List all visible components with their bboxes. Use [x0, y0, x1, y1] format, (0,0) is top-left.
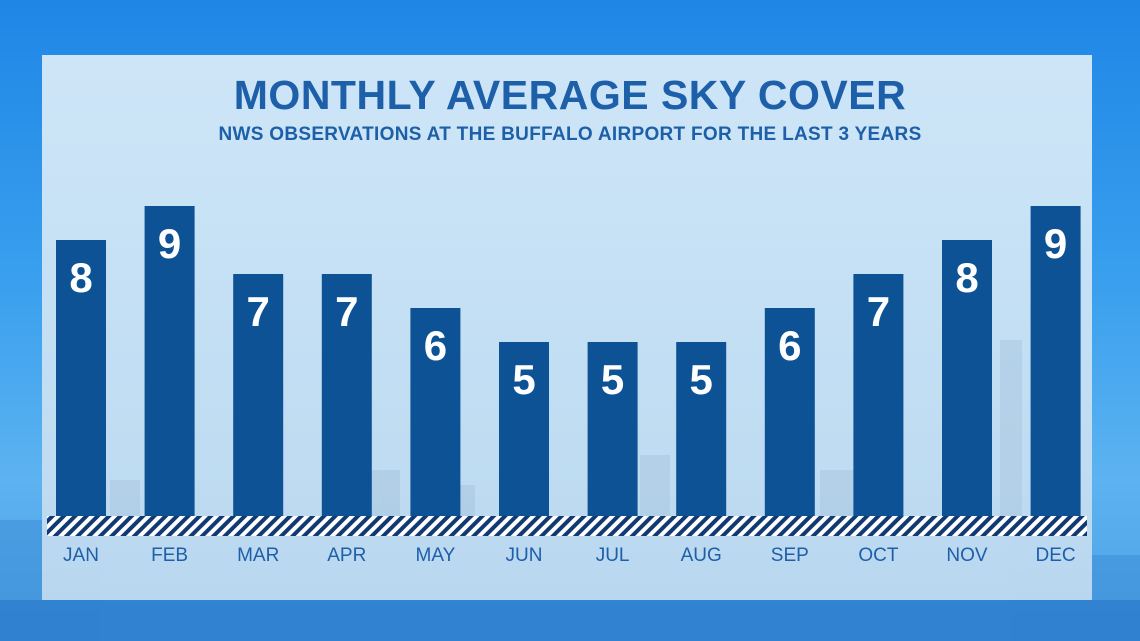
x-tick-label: MAY [416, 545, 456, 566]
x-tick-label: JAN [63, 545, 99, 566]
x-tick-label: JUN [506, 545, 543, 566]
x-tick-label: APR [327, 545, 366, 566]
baseline-stripe [47, 516, 1087, 536]
bar-aug [676, 342, 727, 516]
bar-jun [499, 342, 549, 516]
bar-jul [587, 342, 638, 516]
bar-value-label: 8 [955, 254, 978, 301]
bar-value-label: 9 [158, 220, 181, 267]
x-tick-label: OCT [858, 545, 899, 566]
bar-sep [764, 308, 815, 516]
x-tick-label: SEP [771, 545, 809, 566]
x-tick-label: DEC [1036, 545, 1076, 566]
x-tick-label: AUG [681, 545, 722, 566]
bar-apr [321, 274, 372, 516]
bar-value-label: 5 [601, 356, 624, 403]
bar-mar [233, 274, 284, 516]
x-tick-label: JUL [596, 545, 630, 566]
bar-value-label: 5 [690, 356, 713, 403]
bar-jan [56, 240, 106, 516]
bar-nov [942, 240, 992, 516]
bar-value-label: 8 [69, 254, 92, 301]
bar-value-label: 9 [1044, 220, 1067, 267]
chart-subtitle: NWS OBSERVATIONS AT THE BUFFALO AIRPORT … [218, 124, 922, 145]
bar-value-label: 5 [512, 356, 535, 403]
bar-oct [853, 274, 904, 516]
x-tick-label: NOV [946, 545, 988, 566]
chart-title: MONTHLY AVERAGE SKY COVER [233, 72, 907, 118]
bar-value-label: 7 [247, 288, 270, 335]
chart-panel [42, 55, 1092, 600]
bar-may [410, 308, 461, 516]
x-tick-label: FEB [151, 545, 188, 566]
bar-value-label: 6 [424, 322, 447, 369]
bar-value-label: 6 [778, 322, 801, 369]
bar-dec [1030, 206, 1081, 516]
bar-value-label: 7 [867, 288, 890, 335]
bar-value-label: 7 [335, 288, 358, 335]
x-tick-label: MAR [237, 545, 279, 566]
bar-feb [144, 206, 195, 516]
